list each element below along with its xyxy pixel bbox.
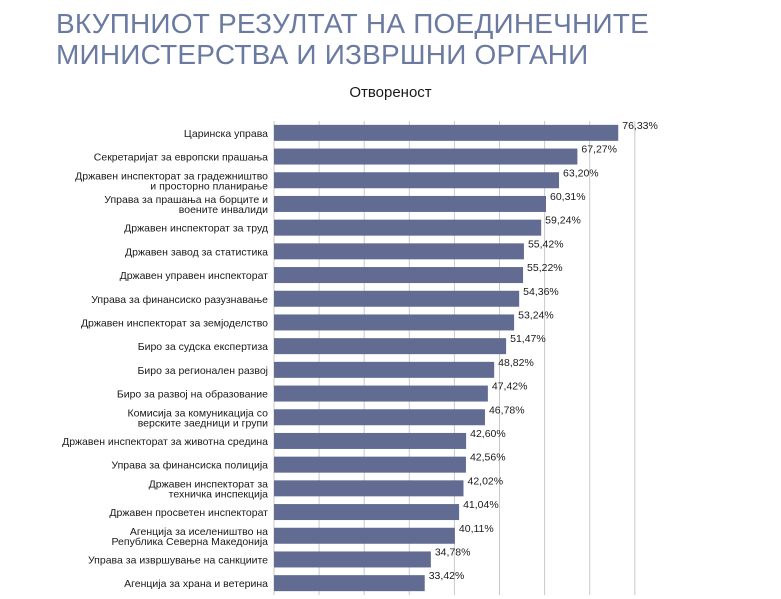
bar (274, 361, 495, 378)
data-label: 34,78% (435, 546, 471, 558)
bar (274, 290, 520, 307)
data-label: 41,04% (463, 499, 499, 511)
category-label: Државен инспекторат за техничка инспекциј… (149, 478, 269, 500)
category-label: Секретаријат за европски прашања (94, 152, 268, 164)
data-label: 55,42% (528, 238, 564, 250)
data-label: 67,27% (581, 144, 617, 156)
category-label: Управа за прашања на борците и воените ин… (104, 194, 268, 216)
data-label: 42,56% (470, 452, 506, 464)
page-title: ВКУПНИОТ РЕЗУЛТАТ НА ПОЕДИНЕЧНИТЕ МИНИСТ… (56, 8, 756, 70)
bar (274, 148, 578, 165)
bar (274, 338, 507, 355)
bar (274, 219, 542, 236)
category-label: Државен инспекторат за градежништво и про… (75, 170, 268, 192)
category-label: Биро за развој на образование (117, 389, 268, 401)
data-label: 63,20% (563, 167, 599, 179)
category-label: Државен просветен инспекторат (109, 507, 268, 519)
page-title-line-2: МИНИСТЕРСТВА И ИЗВРШНИ ОРГАНИ (56, 39, 589, 70)
data-label: 60,31% (550, 191, 586, 203)
data-label: 53,24% (518, 309, 554, 321)
bar (274, 267, 524, 284)
data-label: 55,22% (527, 262, 563, 274)
category-label: Управа за финансиска полиција (111, 460, 268, 472)
category-label: Управа за финансиско разузнавање (91, 294, 268, 306)
data-label: 42,02% (468, 475, 504, 487)
bar (274, 480, 464, 497)
chart-title: Отвореност (349, 84, 432, 101)
category-label: Биро за регионален развој (138, 365, 268, 377)
category-label: Управа за извршување на санкциите (88, 554, 268, 566)
bar (274, 432, 467, 449)
bar (274, 385, 488, 402)
bar (274, 527, 455, 544)
data-label: 33,42% (429, 570, 465, 582)
data-label: 51,47% (510, 333, 546, 345)
data-label: 59,24% (545, 215, 581, 227)
bar (274, 409, 485, 426)
bar (274, 195, 546, 212)
bar (274, 124, 619, 141)
category-label: Државен управен инспекторат (120, 270, 269, 282)
category-label: Државен инспекторат за труд (124, 223, 268, 235)
data-label: 48,82% (498, 357, 534, 369)
category-label: Биро за судска експертиза (138, 341, 268, 353)
data-label: 76,33% (622, 120, 658, 132)
data-label: 47,42% (492, 381, 528, 393)
category-label: Државен инспекторат за земјоделство (81, 317, 268, 329)
category-label: Агенција за храна и ветерина (124, 578, 268, 590)
bar (274, 172, 560, 189)
data-label: 40,11% (459, 523, 494, 535)
data-label: 46,78% (489, 404, 525, 416)
bar (274, 504, 460, 521)
data-label: 54,36% (523, 286, 559, 298)
category-label: Царинска управа (184, 128, 268, 140)
category-label: Државен завод за статистика (125, 246, 268, 258)
category-label: Комисија за комуникација со верските заед… (128, 407, 269, 429)
bar (274, 575, 425, 592)
data-label: 42,60% (470, 428, 506, 440)
category-label: Државен инспекторат за животна средина (62, 436, 268, 448)
category-label: Агенција за иселеништво на Република Севе… (112, 526, 269, 548)
bar (274, 243, 524, 260)
page-title-line-1: ВКУПНИОТ РЕЗУЛТАТ НА ПОЕДИНЕЧНИТЕ (56, 8, 649, 39)
bar (274, 456, 466, 473)
bar (274, 551, 431, 568)
bar (274, 314, 515, 331)
